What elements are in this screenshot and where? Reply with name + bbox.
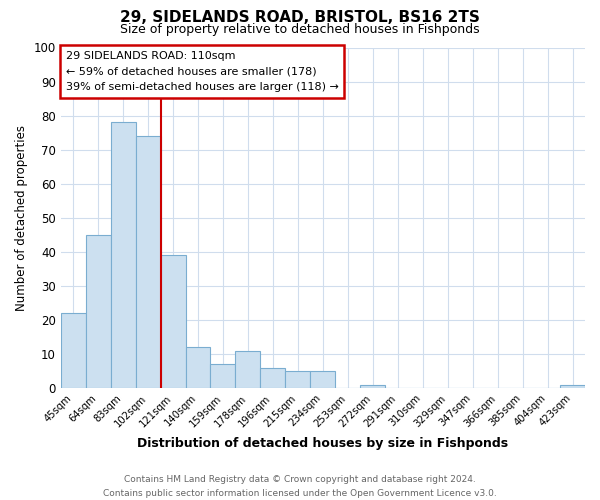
Bar — [161, 256, 185, 388]
Y-axis label: Number of detached properties: Number of detached properties — [15, 125, 28, 311]
X-axis label: Distribution of detached houses by size in Fishponds: Distribution of detached houses by size … — [137, 437, 508, 450]
Bar — [235, 350, 260, 388]
Bar — [260, 368, 286, 388]
Bar — [560, 385, 585, 388]
Text: 29, SIDELANDS ROAD, BRISTOL, BS16 2TS: 29, SIDELANDS ROAD, BRISTOL, BS16 2TS — [120, 10, 480, 25]
Bar — [286, 371, 310, 388]
Bar — [110, 122, 136, 388]
Bar — [211, 364, 235, 388]
Bar — [360, 385, 385, 388]
Text: Contains HM Land Registry data © Crown copyright and database right 2024.
Contai: Contains HM Land Registry data © Crown c… — [103, 476, 497, 498]
Bar — [136, 136, 161, 388]
Text: 29 SIDELANDS ROAD: 110sqm
← 59% of detached houses are smaller (178)
39% of semi: 29 SIDELANDS ROAD: 110sqm ← 59% of detac… — [66, 51, 339, 92]
Bar — [310, 371, 335, 388]
Bar — [61, 313, 86, 388]
Bar — [185, 348, 211, 388]
Text: Size of property relative to detached houses in Fishponds: Size of property relative to detached ho… — [120, 22, 480, 36]
Bar — [86, 235, 110, 388]
